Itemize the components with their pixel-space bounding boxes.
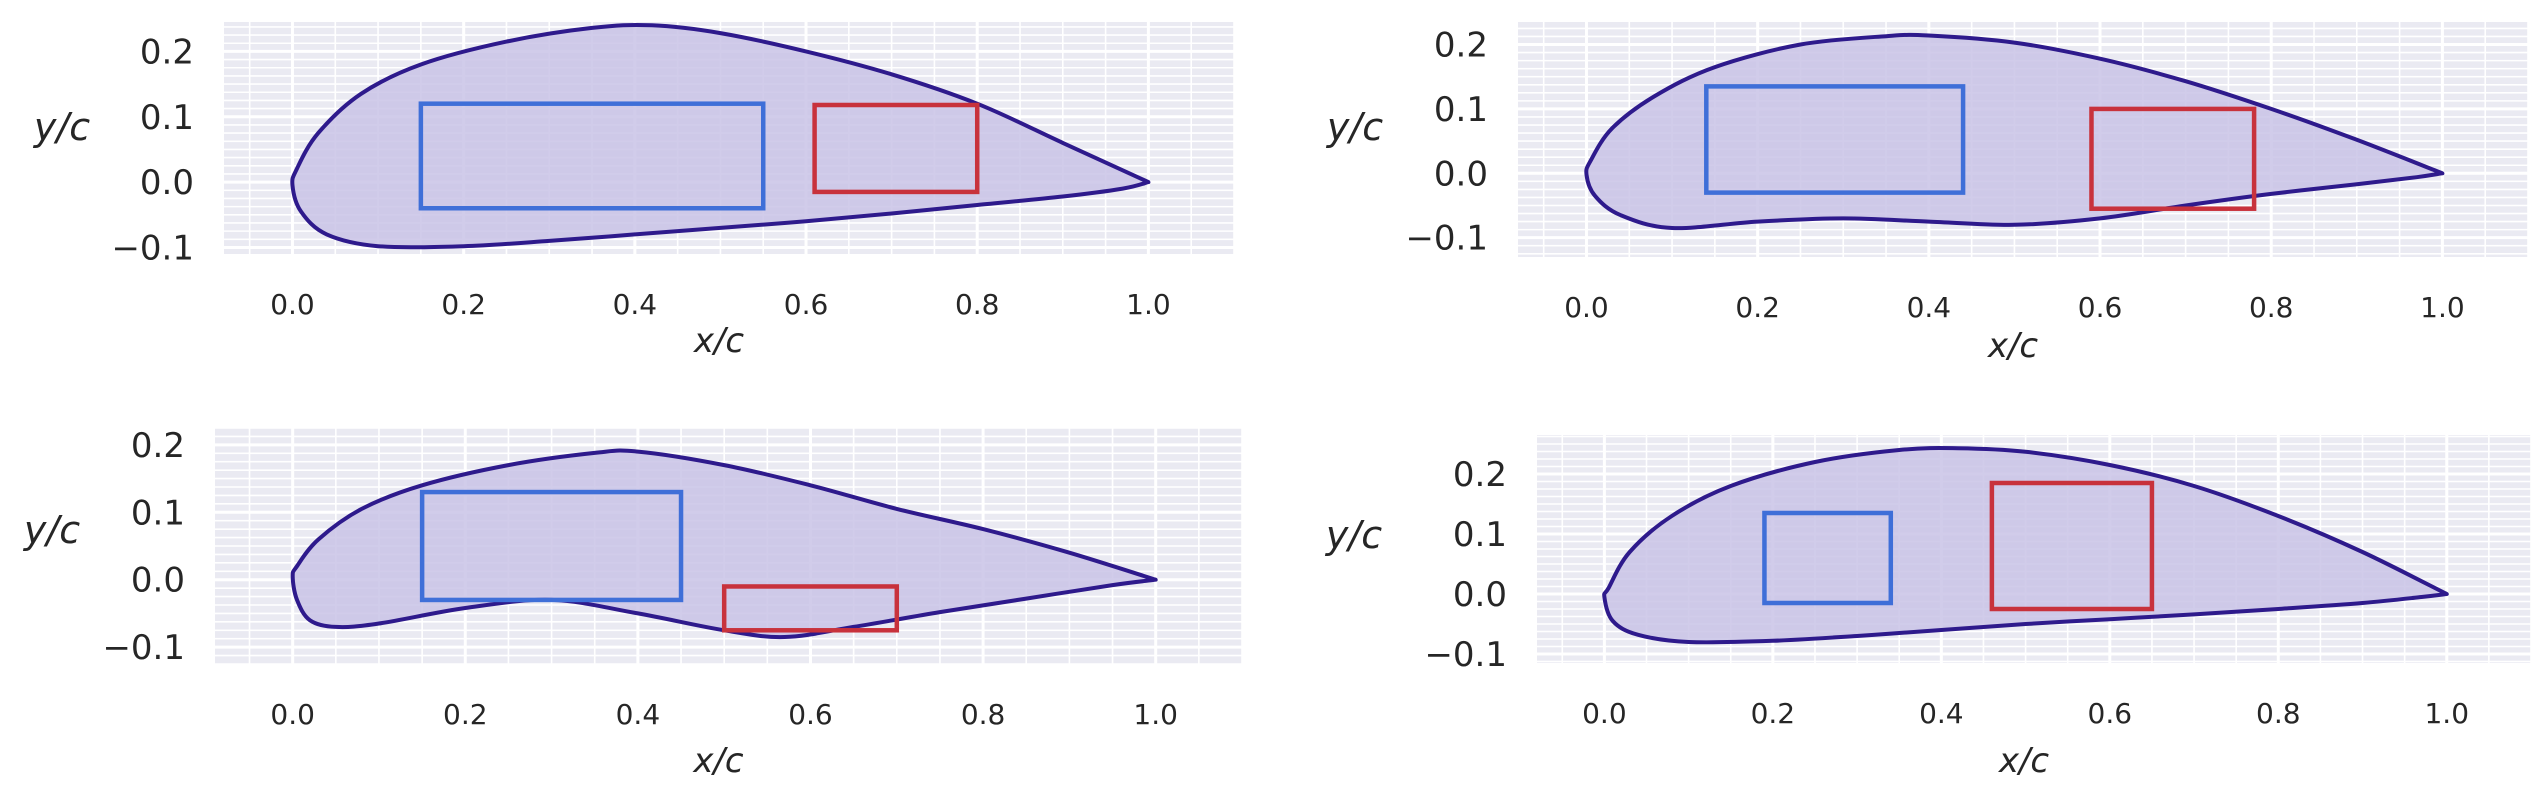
y-tick-label: −0.1 — [111, 228, 194, 268]
x-tick-label: 0.2 — [1751, 697, 1796, 730]
y-axis-label: y/c — [23, 508, 80, 552]
x-tick-label: 1.0 — [2424, 697, 2469, 730]
x-tick-label: 0.6 — [2088, 697, 2133, 730]
x-axis-label: x/c — [1998, 741, 2050, 781]
y-tick-label: −0.1 — [1405, 219, 1488, 259]
y-axis-label: y/c — [33, 105, 90, 149]
y-tick-label: 0.2 — [1453, 455, 1507, 495]
y-tick-label: 0.2 — [1434, 26, 1488, 66]
y-tick-label: 0.2 — [131, 426, 185, 466]
x-tick-label: 1.0 — [1133, 698, 1178, 731]
blue-region-box — [418, 101, 766, 211]
x-tick-label: 0.6 — [788, 698, 833, 731]
x-axis-label: x/c — [1987, 326, 2039, 366]
x-tick-label: 0.4 — [616, 698, 661, 731]
airfoil-shape — [1602, 446, 2449, 645]
red-region-box — [2089, 106, 2257, 211]
y-tick-label: 0.0 — [131, 561, 185, 601]
x-tick-label: 0.8 — [955, 288, 1000, 321]
y-tick-label: 0.1 — [131, 493, 185, 533]
x-axis-label: x/c — [693, 321, 745, 361]
x-tick-label: 0.8 — [2256, 697, 2301, 730]
x-tick-label: 0.8 — [2249, 291, 2294, 324]
y-tick-label: 0.1 — [1434, 90, 1488, 130]
x-tick-label: 0.0 — [270, 698, 315, 731]
y-tick-label: 0.0 — [1453, 575, 1507, 615]
y-axis-label: y/c — [1325, 513, 1382, 557]
subplot-3: −0.1 0.0 0.1 0.2 0.0 0.2 0.4 0.6 0.8 1.0 y/c x/c — [23, 426, 1243, 781]
x-tick-label: 0.0 — [270, 288, 315, 321]
x-tick-label: 0.2 — [1735, 291, 1780, 324]
y-tick-label: −0.1 — [1424, 635, 1507, 675]
x-tick-label: 0.8 — [961, 698, 1006, 731]
x-tick-label: 1.0 — [1126, 288, 1171, 321]
y-tick-label: 0.1 — [140, 98, 194, 138]
x-axis-label: x/c — [692, 741, 744, 781]
x-tick-label: 0.0 — [1582, 697, 1627, 730]
y-axis-label: y/c — [1326, 105, 1383, 149]
subplot-4: −0.1 0.0 0.1 0.2 0.0 0.2 0.4 0.6 0.8 1.0 y/c x/c — [1325, 435, 2532, 781]
x-tick-label: 0.4 — [1907, 291, 1952, 324]
x-tick-label: 0.6 — [2078, 291, 2123, 324]
x-tick-label: 0.4 — [613, 288, 658, 321]
red-region-box — [812, 102, 980, 195]
subplot-2: −0.1 0.0 0.1 0.2 0.0 0.2 0.4 0.6 0.8 1.0 y/c x/c — [1326, 22, 2529, 366]
x-tick-label: 0.4 — [1919, 697, 1964, 730]
red-region-box — [1989, 480, 2155, 612]
y-tick-label: −0.1 — [102, 628, 185, 668]
x-tick-label: 1.0 — [2420, 291, 2465, 324]
blue-region-box — [419, 489, 684, 603]
x-tick-label: 0.2 — [441, 288, 486, 321]
blue-region-box — [1704, 84, 1966, 195]
y-tick-label: 0.0 — [140, 163, 194, 203]
y-tick-label: 0.0 — [1434, 154, 1488, 194]
x-tick-label: 0.6 — [784, 288, 829, 321]
blue-region-box — [1762, 510, 1894, 606]
red-region-box — [721, 584, 900, 633]
y-tick-label: 0.1 — [1453, 515, 1507, 555]
subplot-1: −0.1 0.0 0.1 0.2 0.0 0.2 0.4 0.6 0.8 1.0 y/c x/c — [33, 22, 1235, 361]
y-tick-label: 0.2 — [140, 32, 194, 72]
x-tick-label: 0.0 — [1564, 291, 1609, 324]
x-tick-label: 0.2 — [443, 698, 488, 731]
